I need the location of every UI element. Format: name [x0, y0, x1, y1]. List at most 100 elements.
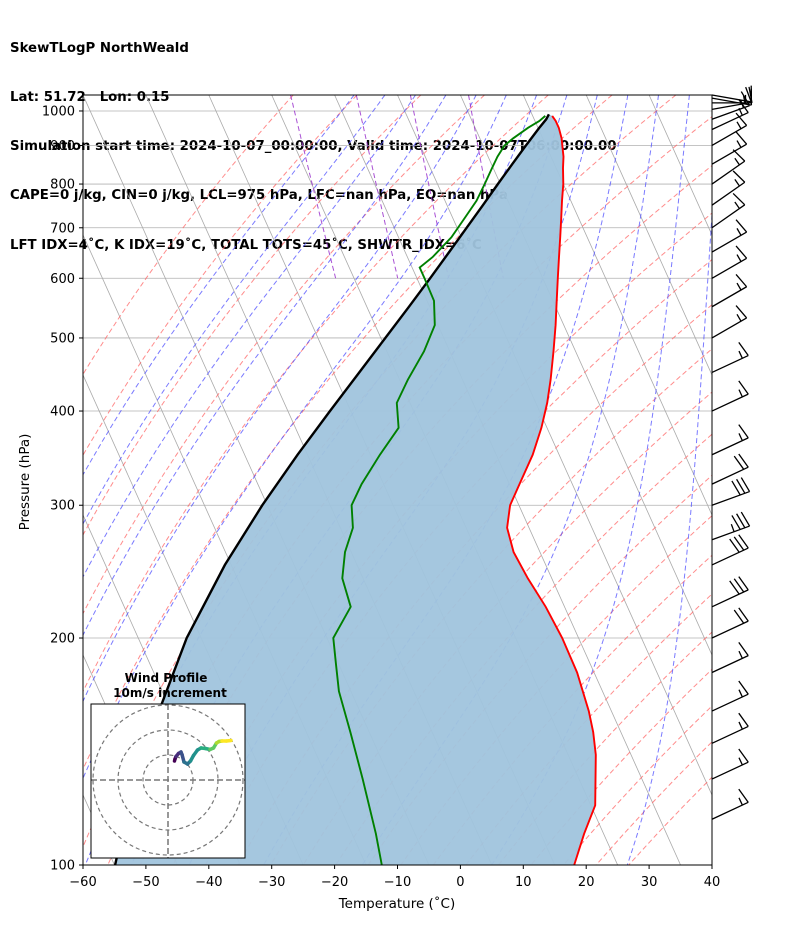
wind-barb-flag: [733, 455, 745, 470]
x-tick-label: −20: [321, 875, 348, 890]
wind-barb: [711, 680, 749, 712]
wind-barb-half-flag: [738, 689, 743, 698]
wind-barb-half-flag: [730, 523, 735, 532]
x-tick-label: 40: [704, 875, 721, 890]
moist-adiabat: [83, 95, 386, 525]
dry-adiabat: [83, 95, 294, 376]
y-tick-label: 300: [50, 499, 75, 514]
wind-barb: [711, 192, 746, 229]
hodograph-frame: [90, 703, 246, 859]
wind-barb-half-flag: [736, 228, 742, 236]
wind-barb-flag: [735, 273, 748, 288]
wind-barb: [711, 477, 751, 506]
hodograph-trace-segment: [224, 738, 233, 743]
mixing-ratio-line: [355, 95, 399, 279]
wind-barb: [711, 642, 749, 674]
wind-barb-flag: [736, 478, 746, 494]
wind-barb: [711, 424, 749, 456]
y-tick-label: 1000: [42, 104, 75, 119]
wind-barb: [711, 534, 749, 566]
wind-barb-staff: [711, 257, 747, 279]
wind-barb-half-flag: [734, 157, 740, 166]
dry-adiabat: [83, 95, 422, 536]
wind-barb-flag: [738, 341, 749, 356]
moist-adiabat: [361, 95, 659, 865]
wind-barb-staff: [711, 547, 749, 566]
wind-barb-flag: [738, 748, 749, 763]
dewpoint-line: [332, 115, 546, 865]
moist-adiabat: [83, 95, 355, 476]
isotherm-line: [648, 95, 712, 236]
wind-barb-flag: [738, 453, 749, 468]
wind-barb-flag: [731, 480, 741, 496]
wind-barb-flag: [745, 86, 753, 103]
wind-barb: [711, 788, 749, 820]
hodograph-title: Wind Profile: [125, 671, 208, 685]
dry-adiabat: [204, 258, 712, 865]
wind-barb: [711, 245, 748, 279]
wind-barb-flag: [735, 245, 748, 259]
wind-barb: [711, 170, 746, 206]
wind-barb-half-flag: [738, 107, 743, 116]
wind-barb-flag: [738, 712, 749, 727]
wind-barb: [711, 453, 749, 485]
wind-barb-flag: [738, 98, 749, 113]
y-tick-label: 700: [50, 221, 75, 236]
y-tick-label: 900: [50, 139, 75, 154]
wind-barb-flag: [735, 131, 748, 145]
y-tick-label: 500: [50, 331, 75, 346]
wind-barb-flag: [732, 170, 746, 183]
isotherm-line: [522, 95, 712, 516]
wind-barb-flag: [738, 380, 749, 395]
x-tick-label: 10: [515, 875, 532, 890]
wind-barb-flag: [729, 538, 740, 553]
y-axis-label: Pressure (hPa): [17, 434, 33, 531]
x-tick-label: −50: [132, 875, 159, 890]
moist-adiabat: [83, 95, 416, 578]
wind-barb-staff: [711, 725, 749, 744]
wind-barb-flag: [740, 511, 751, 527]
wind-barb-flag: [738, 680, 749, 695]
wind-barb-half-flag: [738, 433, 743, 441]
wind-barb-half-flag: [738, 350, 743, 359]
wind-barb-flag: [740, 91, 751, 106]
wind-barb: [711, 112, 748, 147]
wind-barb-flag: [738, 534, 749, 549]
wind-barb-staff: [711, 466, 749, 485]
wind-barb-half-flag: [736, 140, 742, 148]
wind-barb: [711, 607, 749, 639]
x-tick-label: −60: [69, 875, 96, 890]
wind-barb-staff: [711, 490, 750, 506]
parcel-profile-line: [113, 113, 550, 865]
wind-barb-staff: [711, 104, 750, 120]
dry-adiabat: [628, 776, 712, 865]
dry-adiabat: [172, 212, 712, 865]
wind-barb-flag: [748, 86, 753, 104]
wind-barb-flag: [733, 578, 745, 593]
isotherm-line: [585, 95, 712, 376]
wind-barb-flag: [732, 192, 746, 206]
wind-barb-flag: [735, 112, 748, 126]
y-tick-label: 100: [50, 859, 75, 874]
y-tick-label: 800: [50, 178, 75, 193]
dry-adiabat: [139, 164, 712, 865]
wind-barb-half-flag: [738, 757, 743, 766]
x-tick-label: 0: [456, 875, 464, 890]
x-tick-label: −40: [195, 875, 222, 890]
wind-barb-half-flag: [734, 201, 740, 209]
wind-barb-flag: [738, 642, 749, 656]
moist-adiabat: [83, 95, 477, 703]
wind-barb-flag: [732, 149, 746, 162]
y-tick-label: 200: [50, 632, 75, 647]
dry-adiabat: [83, 95, 358, 457]
wind-barb: [711, 380, 749, 412]
wind-barb-half-flag: [738, 389, 743, 398]
wind-barb-staff: [711, 620, 749, 639]
wind-barb: [711, 219, 748, 253]
dry-adiabat: [563, 705, 712, 865]
moist-adiabat: [83, 95, 507, 780]
wind-barb: [711, 273, 748, 308]
wind-barb-half-flag: [736, 254, 742, 262]
y-tick-label: 600: [50, 272, 75, 287]
wind-barb-flag: [738, 788, 749, 803]
